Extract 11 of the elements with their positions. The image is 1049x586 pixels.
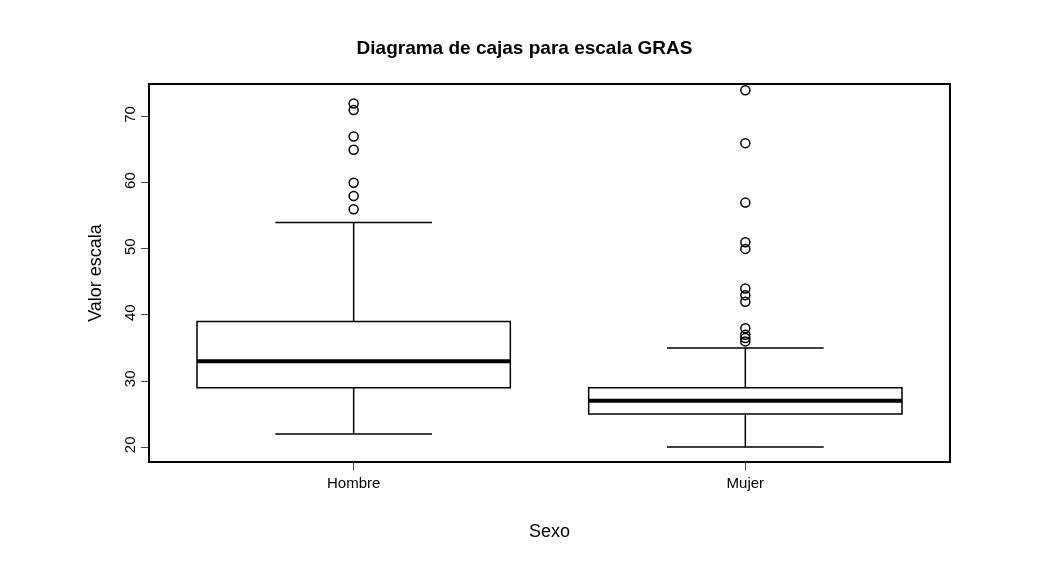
chart-title: Diagrama de cajas para escala GRAS [356,37,693,59]
y-tick-label: 60 [121,172,139,189]
y-tick-label: 20 [121,436,139,454]
x-tick-label: Hombre [326,473,381,491]
y-axis-title: Valor escala [84,223,105,322]
x-tick-label: Mujer [726,473,765,491]
y-tick-label: 40 [121,304,139,322]
y-tick-label: 30 [121,370,139,388]
y-tick-label: 70 [121,106,139,123]
x-axis-title: Sexo [528,521,571,542]
y-tick-label: 50 [121,238,139,255]
